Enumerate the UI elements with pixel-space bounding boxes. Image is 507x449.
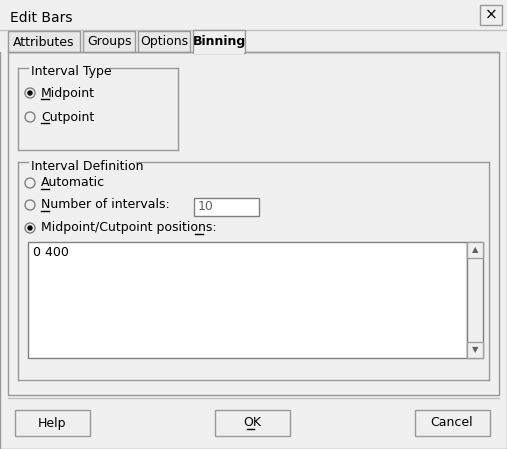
Circle shape — [25, 223, 35, 233]
Bar — [15, 410, 90, 436]
Bar — [480, 5, 502, 25]
Text: Options: Options — [140, 35, 188, 48]
Text: Midpoint: Midpoint — [41, 87, 95, 100]
Text: Edit Bars: Edit Bars — [10, 11, 73, 25]
Bar — [8, 52, 499, 395]
Bar — [138, 31, 190, 52]
Text: 10: 10 — [198, 201, 214, 214]
Text: OK: OK — [243, 417, 261, 430]
Bar — [194, 198, 259, 216]
Text: 0 400: 0 400 — [33, 246, 69, 259]
Text: Attributes: Attributes — [13, 35, 75, 48]
Circle shape — [28, 226, 32, 230]
Bar — [28, 242, 467, 358]
Text: ▼: ▼ — [472, 345, 478, 355]
Bar — [415, 410, 490, 436]
Bar — [467, 242, 483, 258]
Bar — [83, 31, 135, 52]
Bar — [0, 30, 507, 52]
Text: Number of intervals:: Number of intervals: — [41, 198, 170, 211]
Text: Cancel: Cancel — [430, 417, 474, 430]
Text: Interval Definition: Interval Definition — [31, 159, 143, 172]
Circle shape — [25, 88, 35, 98]
Text: Automatic: Automatic — [41, 176, 105, 189]
Text: Cutpoint: Cutpoint — [41, 110, 94, 123]
Bar — [467, 242, 483, 358]
Circle shape — [28, 91, 32, 95]
Text: ×: × — [485, 8, 497, 22]
Bar — [467, 342, 483, 358]
Circle shape — [25, 178, 35, 188]
Bar — [194, 51, 244, 54]
Bar — [8, 31, 80, 52]
Text: Groups: Groups — [87, 35, 131, 48]
Text: ▲: ▲ — [472, 246, 478, 255]
Circle shape — [25, 200, 35, 210]
Text: Midpoint/Cutpoint positions:: Midpoint/Cutpoint positions: — [41, 221, 216, 234]
Circle shape — [25, 112, 35, 122]
Bar — [215, 410, 290, 436]
Text: Help: Help — [38, 417, 66, 430]
Bar — [0, 0, 507, 30]
Bar — [193, 30, 245, 53]
Text: Interval Type: Interval Type — [31, 66, 112, 79]
Text: Binning: Binning — [192, 35, 245, 48]
